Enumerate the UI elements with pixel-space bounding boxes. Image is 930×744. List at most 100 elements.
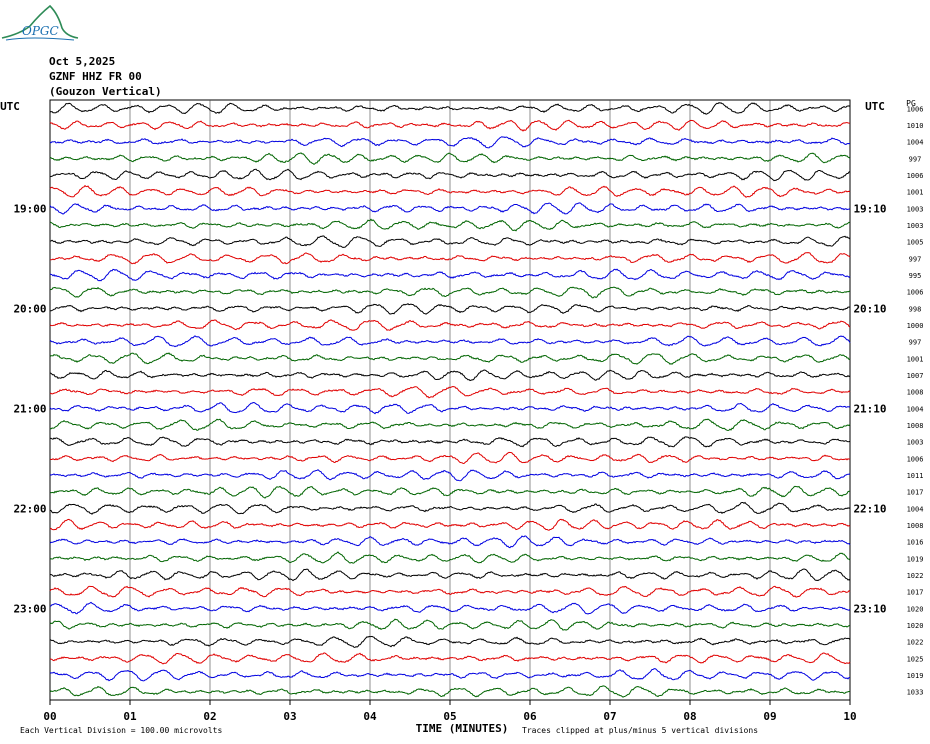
row-value-label: 1007 [907, 372, 924, 380]
logo-mountain-icon [1, 4, 79, 41]
trace-line [49, 385, 851, 399]
row-value-label: 1020 [907, 605, 924, 613]
x-tick-label: 06 [523, 710, 537, 723]
row-value-label: 1004 [907, 405, 924, 413]
trace-line [49, 601, 851, 615]
row-value-label: 1003 [907, 222, 924, 230]
trace-line [49, 136, 851, 149]
right-time-label: 22:10 [853, 502, 886, 515]
row-value-label: 1006 [907, 289, 924, 297]
x-tick-label: 05 [443, 710, 456, 723]
trace-line [49, 668, 851, 682]
row-value-label: 1006 [907, 105, 924, 113]
station-location: (Gouzon Vertical) [49, 85, 162, 98]
trace-line [49, 485, 851, 499]
trace-line [49, 218, 851, 232]
row-value-label: 1008 [907, 389, 924, 397]
trace-line [49, 235, 851, 248]
trace-line [49, 352, 851, 365]
left-time-label: 20:00 [13, 302, 46, 315]
clip-note: Traces clipped at plus/minus 5 vertical … [522, 726, 758, 735]
trace-line [49, 335, 851, 348]
trace-line [49, 252, 851, 265]
trace-line [49, 585, 851, 598]
row-value-label: 1000 [907, 322, 924, 330]
x-tick-label: 09 [763, 710, 776, 723]
trace-line [49, 436, 851, 448]
row-value-label: 1005 [907, 239, 924, 247]
left-time-label: 19:00 [13, 202, 46, 215]
division-note: Each Vertical Division = 100.00 microvol… [20, 726, 222, 735]
right-time-label: 21:10 [853, 402, 886, 415]
row-value-label: 1006 [907, 172, 924, 180]
row-value-label: 1010 [907, 122, 924, 130]
right-axis-title: UTC [865, 100, 885, 113]
trace-line [49, 469, 851, 482]
trace-line [49, 501, 851, 515]
trace-line [49, 202, 851, 215]
trace-line [49, 152, 851, 165]
trace-line [49, 401, 851, 415]
row-value-label: 1001 [907, 189, 924, 197]
row-value-label: 1017 [907, 489, 924, 497]
trace-line [49, 369, 851, 382]
x-tick-label: 08 [683, 710, 696, 723]
row-value-label: 1004 [907, 505, 924, 513]
left-time-label: 23:00 [13, 602, 46, 615]
row-value-label: 1019 [907, 555, 924, 563]
trace-line [49, 102, 851, 115]
row-value-label: 997 [909, 155, 922, 163]
trace-line [49, 618, 851, 631]
x-tick-label: 04 [363, 710, 377, 723]
x-tick-label: 00 [43, 710, 56, 723]
row-value-label: 997 [909, 255, 922, 263]
row-value-label: 1001 [907, 355, 924, 363]
row-value-label: 1016 [907, 539, 924, 547]
trace-line [49, 268, 851, 282]
trace-line [49, 551, 851, 564]
row-value-label: 1003 [907, 205, 924, 213]
row-value-label: 1008 [907, 422, 924, 430]
logo-text: OPGC [22, 24, 59, 38]
row-value-label: 1008 [907, 522, 924, 530]
x-tick-label: 02 [203, 710, 216, 723]
row-value-label: 1020 [907, 622, 924, 630]
trace-line [49, 518, 851, 531]
row-value-label: 1017 [907, 589, 924, 597]
row-value-label: 1022 [907, 572, 924, 580]
row-value-label: 1004 [907, 139, 924, 147]
trace-line [49, 652, 851, 665]
opgc-logo: OPGC [0, 0, 80, 50]
row-value-label: 997 [909, 339, 922, 347]
trace-line [49, 119, 851, 132]
right-column-title: PG [906, 99, 916, 108]
right-time-label: 19:10 [853, 202, 886, 215]
trace-line [49, 635, 851, 648]
station-code: GZNF HHZ FR 00 [49, 70, 142, 83]
x-tick-label: 07 [603, 710, 616, 723]
right-time-label: 23:10 [853, 602, 886, 615]
trace-line [49, 184, 851, 198]
left-time-label: 21:00 [13, 402, 46, 415]
trace-line [49, 168, 851, 182]
trace-line [49, 418, 851, 431]
trace-line [49, 685, 851, 698]
row-value-label: 1022 [907, 639, 924, 647]
row-value-label: 1019 [907, 672, 924, 680]
row-value-label: 1025 [907, 655, 924, 663]
x-tick-label: 03 [283, 710, 296, 723]
row-value-label: 1003 [907, 439, 924, 447]
trace-line [49, 286, 851, 299]
plot-date: Oct 5,2025 [49, 55, 116, 68]
x-axis-title: TIME (MINUTES) [416, 722, 509, 735]
row-value-label: 998 [909, 305, 922, 313]
row-value-label: 1011 [907, 472, 924, 480]
trace-line [49, 451, 851, 465]
trace-line [49, 535, 851, 549]
left-time-label: 22:00 [13, 502, 46, 515]
right-time-label: 20:10 [853, 302, 886, 315]
trace-line [49, 303, 851, 315]
trace-line [49, 319, 851, 331]
